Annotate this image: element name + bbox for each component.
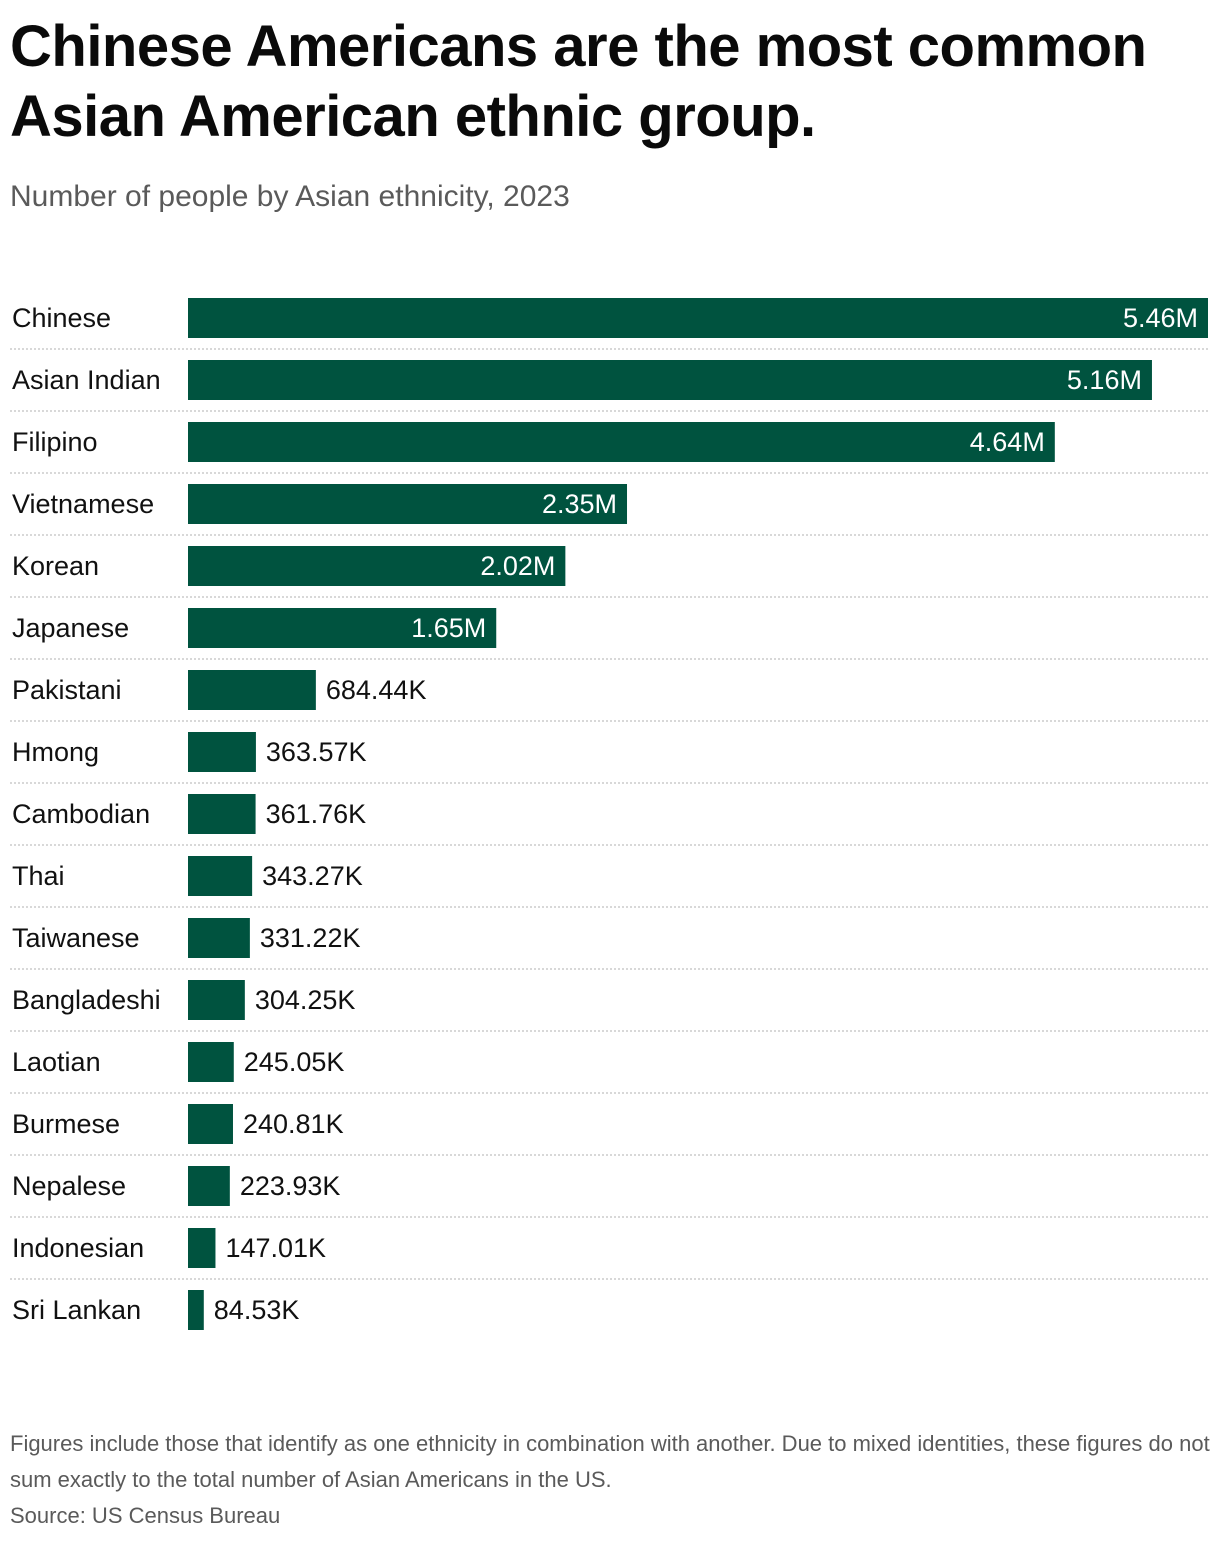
category-label: Vietnamese	[12, 489, 154, 519]
bar	[188, 1104, 233, 1144]
bar	[188, 856, 253, 896]
value-label: 363.57K	[266, 737, 367, 767]
value-label: 361.76K	[266, 799, 367, 829]
bar	[188, 1228, 216, 1268]
value-label: 684.44K	[326, 675, 427, 705]
bar	[188, 484, 628, 524]
category-label: Bangladeshi	[12, 985, 161, 1015]
bar	[188, 1166, 230, 1206]
chart-subtitle: Number of people by Asian ethnicity, 202…	[10, 180, 570, 213]
bar	[188, 980, 245, 1020]
chart-source: Source: US Census Bureau	[10, 1503, 281, 1528]
value-label: 223.93K	[240, 1171, 341, 1201]
value-label: 1.65M	[411, 613, 486, 643]
chart-title: Chinese Americans are the most common As…	[10, 14, 1147, 149]
category-label: Thai	[12, 861, 65, 891]
bar	[188, 546, 566, 586]
category-label: Korean	[12, 551, 99, 581]
value-label: 240.81K	[243, 1109, 344, 1139]
category-label: Cambodian	[12, 799, 150, 829]
category-label: Filipino	[12, 427, 98, 457]
category-label: Nepalese	[12, 1171, 126, 1201]
value-label: 2.35M	[542, 489, 617, 519]
bar	[188, 918, 250, 958]
value-label: 5.16M	[1067, 365, 1142, 395]
category-label: Japanese	[12, 613, 129, 643]
bar	[188, 1042, 234, 1082]
bar	[188, 608, 497, 648]
category-label: Indonesian	[12, 1233, 144, 1263]
value-label: 304.25K	[255, 985, 356, 1015]
category-label: Sri Lankan	[12, 1295, 141, 1325]
category-label: Asian Indian	[12, 365, 161, 395]
value-label: 84.53K	[214, 1295, 300, 1325]
chart-footnote: Figures include those that identify as o…	[10, 1431, 1210, 1492]
category-label: Hmong	[12, 737, 99, 767]
bar-chart: Chinese 5.46M Asian Indian 5.16M Filipino 4.6…	[10, 298, 1208, 1330]
bar	[188, 794, 256, 834]
category-label: Laotian	[12, 1047, 101, 1077]
category-label: Taiwanese	[12, 923, 140, 953]
bar	[188, 360, 1152, 400]
bar	[188, 422, 1055, 462]
category-label: Chinese	[12, 303, 111, 333]
bar	[188, 298, 1208, 338]
value-label: 331.22K	[260, 923, 361, 953]
bar	[188, 1290, 204, 1330]
value-label: 4.64M	[970, 427, 1045, 457]
value-label: 343.27K	[262, 861, 363, 891]
value-label: 2.02M	[480, 551, 555, 581]
value-label: 5.46M	[1123, 303, 1198, 333]
bar	[188, 732, 256, 772]
category-label: Pakistani	[12, 675, 122, 705]
bar	[188, 670, 316, 710]
value-label: 245.05K	[244, 1047, 345, 1077]
category-label: Burmese	[12, 1109, 120, 1139]
value-label: 147.01K	[225, 1233, 326, 1263]
